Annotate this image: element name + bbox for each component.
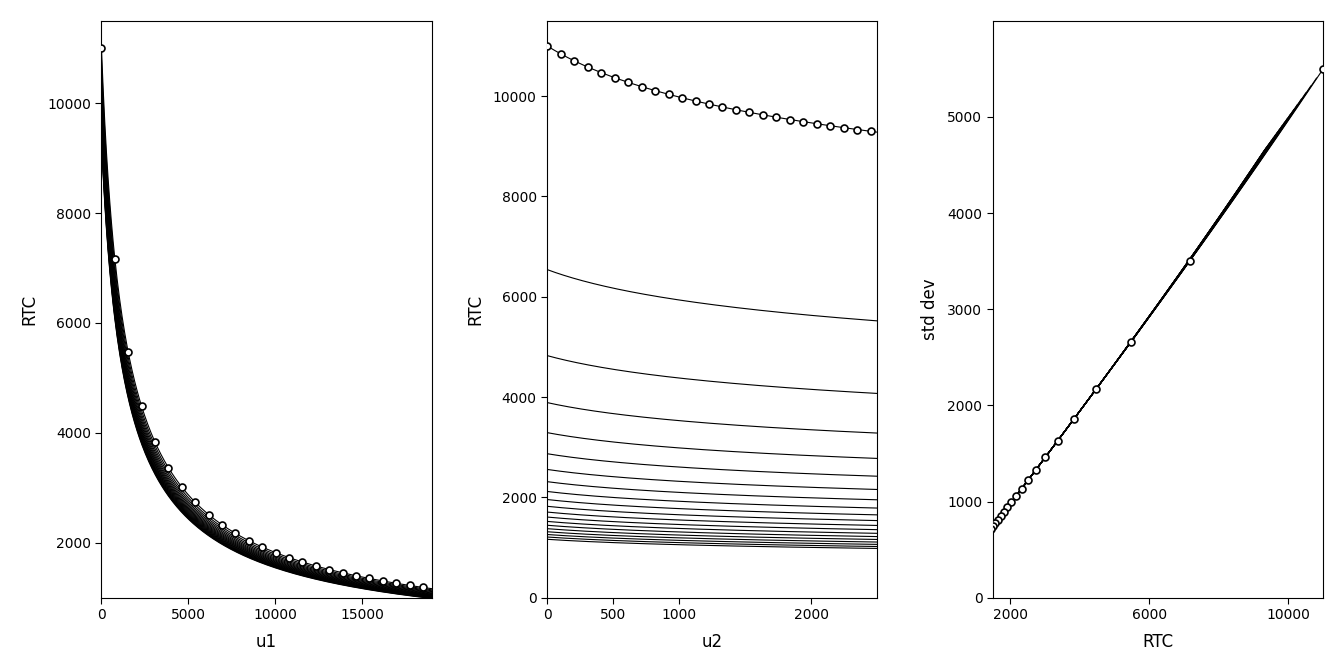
Y-axis label: RTC: RTC bbox=[466, 294, 485, 325]
X-axis label: RTC: RTC bbox=[1142, 633, 1173, 651]
X-axis label: u1: u1 bbox=[257, 633, 277, 651]
Y-axis label: std dev: std dev bbox=[921, 278, 939, 340]
X-axis label: u2: u2 bbox=[702, 633, 723, 651]
Y-axis label: RTC: RTC bbox=[22, 294, 39, 325]
